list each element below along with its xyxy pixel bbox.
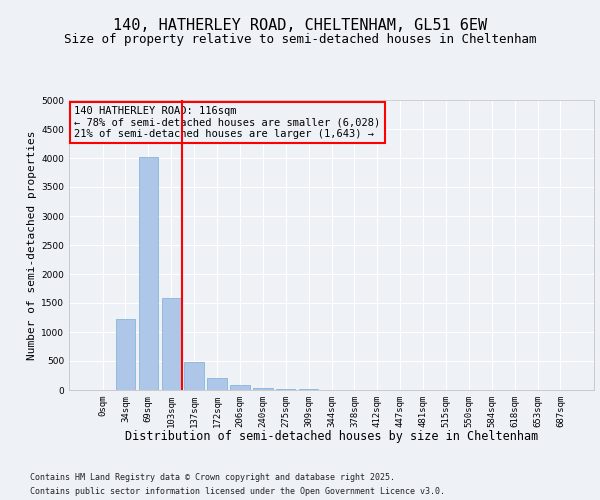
Text: Contains public sector information licensed under the Open Government Licence v3: Contains public sector information licen… — [30, 488, 445, 496]
Bar — [253, 388, 272, 390]
Bar — [230, 385, 250, 390]
Bar — [116, 318, 135, 390]
Bar — [208, 378, 227, 390]
Bar — [276, 389, 295, 390]
Bar — [161, 298, 181, 390]
Text: 140, HATHERLEY ROAD, CHELTENHAM, GL51 6EW: 140, HATHERLEY ROAD, CHELTENHAM, GL51 6E… — [113, 18, 487, 32]
Text: 140 HATHERLEY ROAD: 116sqm
← 78% of semi-detached houses are smaller (6,028)
21%: 140 HATHERLEY ROAD: 116sqm ← 78% of semi… — [74, 106, 380, 139]
Text: Size of property relative to semi-detached houses in Cheltenham: Size of property relative to semi-detach… — [64, 32, 536, 46]
Y-axis label: Number of semi-detached properties: Number of semi-detached properties — [27, 130, 37, 360]
Text: Contains HM Land Registry data © Crown copyright and database right 2025.: Contains HM Land Registry data © Crown c… — [30, 472, 395, 482]
Bar — [184, 362, 204, 390]
X-axis label: Distribution of semi-detached houses by size in Cheltenham: Distribution of semi-detached houses by … — [125, 430, 538, 443]
Bar — [139, 157, 158, 390]
